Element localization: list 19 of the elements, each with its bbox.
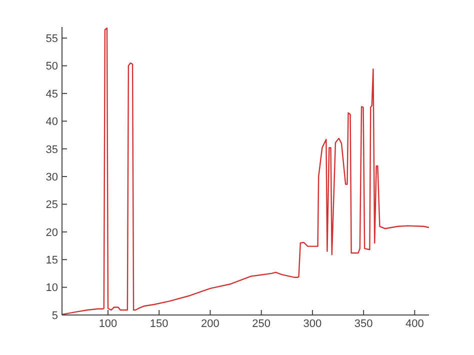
y-tick-label: 15 <box>46 254 58 267</box>
x-tick-label: 350 <box>354 318 373 330</box>
y-tick-label: 20 <box>46 226 58 239</box>
y-tick-label: 45 <box>46 88 58 100</box>
x-tick-label: 400 <box>406 318 424 330</box>
y-tick-label: 40 <box>46 116 58 128</box>
y-tick-label: 35 <box>46 144 58 156</box>
y-tick-label: 10 <box>46 282 58 294</box>
x-tick-label: 300 <box>303 318 322 330</box>
y-tick-label: 5 <box>52 310 58 322</box>
y-tick-label: 50 <box>46 60 58 73</box>
y-tick-label: 25 <box>46 199 58 212</box>
x-tick-label: 250 <box>252 318 271 330</box>
x-tick-label: 150 <box>150 318 168 330</box>
y-tick-label: 55 <box>46 32 58 45</box>
line-series <box>62 28 429 315</box>
y-tick-label: 30 <box>46 171 58 184</box>
x-tick-label: 100 <box>98 318 118 330</box>
x-tick-label: 200 <box>201 318 220 330</box>
